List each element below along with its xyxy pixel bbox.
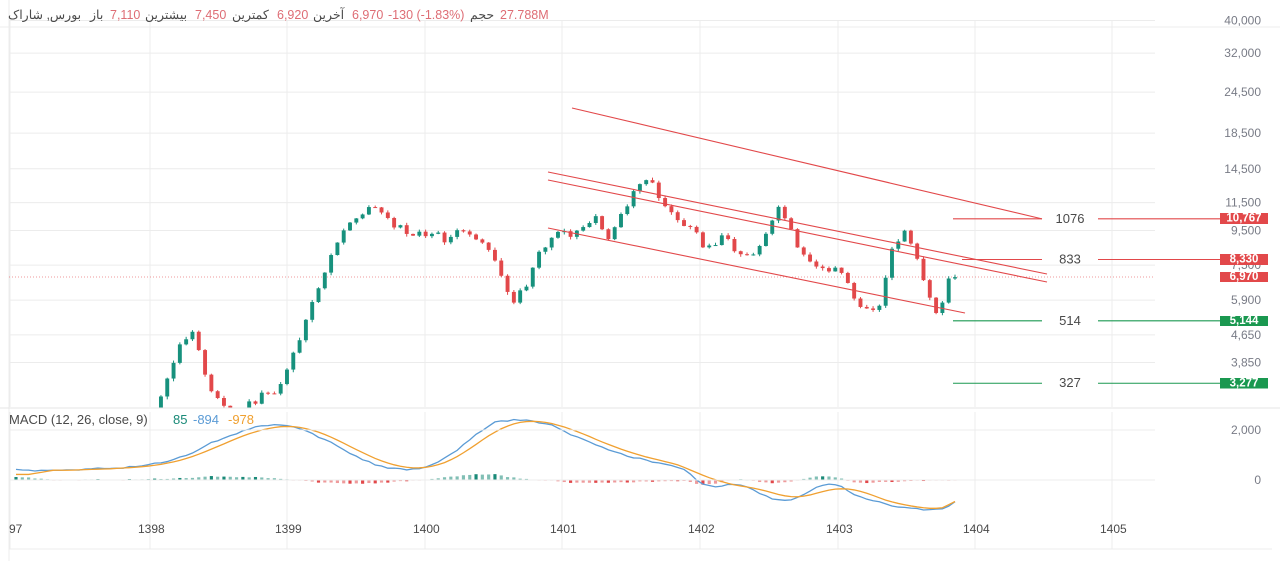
svg-text:97: 97 [9, 522, 23, 536]
svg-text:-978: -978 [228, 412, 254, 427]
svg-text:MACD (12, 26, close, 9): MACD (12, 26, close, 9) [9, 412, 148, 427]
svg-text:6,970: 6,970 [1230, 271, 1259, 283]
svg-text:باز: باز [89, 8, 103, 23]
svg-text:514: 514 [1059, 313, 1081, 328]
svg-text:24,500: 24,500 [1224, 85, 1261, 99]
svg-text:حجم: حجم [470, 8, 494, 23]
svg-text:کمترین: کمترین [232, 8, 270, 23]
svg-text:5,144: 5,144 [1230, 315, 1259, 327]
svg-text:27.788M: 27.788M [500, 8, 549, 22]
svg-text:1405: 1405 [1100, 522, 1127, 536]
svg-text:5,900: 5,900 [1231, 293, 1261, 307]
svg-text:آخرین: آخرین [313, 6, 346, 23]
svg-text:8,330: 8,330 [1230, 254, 1259, 266]
svg-text:بورس, شاراک: بورس, شاراک [8, 8, 81, 23]
svg-text:1398: 1398 [138, 522, 165, 536]
svg-text:2,000: 2,000 [1231, 423, 1261, 437]
svg-text:85: 85 [173, 412, 187, 427]
svg-text:7,450: 7,450 [195, 8, 226, 22]
svg-text:1402: 1402 [688, 522, 715, 536]
svg-text:-894: -894 [193, 412, 219, 427]
svg-text:10,767: 10,767 [1226, 213, 1261, 225]
svg-text:1399: 1399 [275, 522, 302, 536]
svg-text:-130 (-1.83%): -130 (-1.83%) [388, 8, 464, 22]
svg-text:3,277: 3,277 [1230, 378, 1259, 390]
svg-text:833: 833 [1059, 252, 1081, 267]
svg-text:32,000: 32,000 [1224, 46, 1261, 60]
svg-text:6,970: 6,970 [352, 8, 383, 22]
svg-text:327: 327 [1059, 375, 1081, 390]
svg-text:14,500: 14,500 [1224, 162, 1261, 176]
svg-text:4,650: 4,650 [1231, 328, 1261, 342]
svg-text:3,850: 3,850 [1231, 356, 1261, 370]
svg-text:0: 0 [1254, 473, 1261, 487]
svg-text:7,110: 7,110 [110, 8, 140, 22]
svg-text:9,500: 9,500 [1231, 224, 1261, 238]
svg-text:18,500: 18,500 [1224, 126, 1261, 140]
svg-text:1401: 1401 [550, 522, 577, 536]
svg-text:1400: 1400 [413, 522, 440, 536]
svg-text:1403: 1403 [826, 522, 853, 536]
svg-text:40,000: 40,000 [1224, 13, 1261, 27]
svg-text:بیشترین: بیشترین [145, 8, 187, 23]
svg-text:1404: 1404 [963, 522, 990, 536]
svg-text:6,920: 6,920 [277, 8, 308, 22]
svg-text:11,500: 11,500 [1225, 196, 1261, 210]
svg-text:1076: 1076 [1056, 211, 1085, 226]
